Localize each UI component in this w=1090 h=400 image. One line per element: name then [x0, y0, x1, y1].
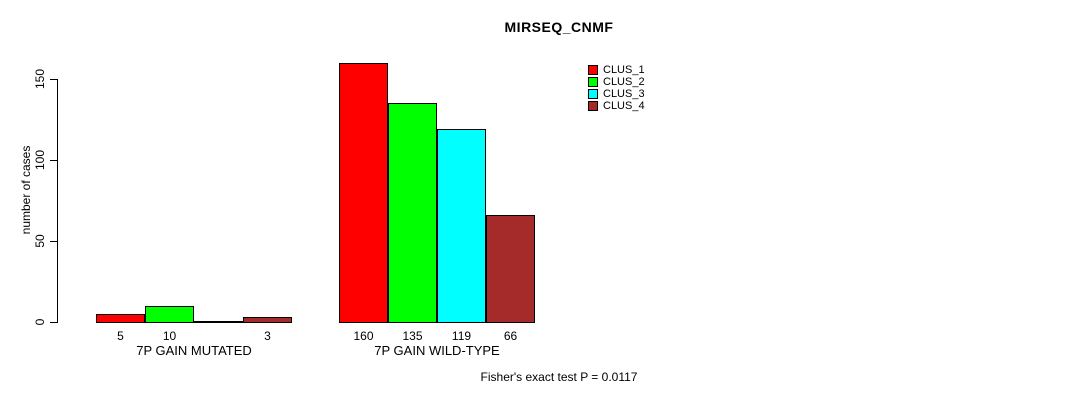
- category-label: 7P GAIN MUTATED: [136, 343, 252, 358]
- bar-clus_4-cat0: [243, 317, 292, 323]
- legend-item-clus_3: CLUS_3: [588, 88, 645, 100]
- bar-value-label: 5: [117, 329, 124, 343]
- bar-clus_3-cat1: [437, 129, 486, 323]
- bar-value-label: 135: [402, 329, 423, 343]
- bar-clus_1-cat1: [339, 63, 388, 323]
- y-axis-label: number of cases: [19, 145, 33, 235]
- legend: CLUS_1 CLUS_2 CLUS_3 CLUS_4: [588, 64, 645, 112]
- legend-swatch-icon: [588, 65, 598, 75]
- bar-value-label: 160: [353, 329, 374, 343]
- y-axis-tick: [50, 79, 57, 80]
- legend-swatch-icon: [588, 89, 598, 99]
- y-axis-line: [57, 79, 58, 323]
- bar-value-label: 10: [162, 329, 177, 343]
- bar-value-label: 3: [264, 329, 271, 343]
- bar-clus_2-cat1: [388, 103, 437, 323]
- bar-clus_1-cat0: [96, 314, 145, 323]
- bar-zero-clus_3-cat0: [194, 321, 243, 323]
- legend-label: CLUS_1: [603, 64, 645, 76]
- y-axis-tick-label: 0: [33, 318, 47, 326]
- chart-title: MIRSEQ_CNMF: [504, 19, 614, 35]
- bar-clus_4-cat1: [486, 215, 535, 323]
- legend-label: CLUS_3: [603, 88, 645, 100]
- legend-item-clus_4: CLUS_4: [588, 100, 645, 112]
- category-label: 7P GAIN WILD-TYPE: [374, 343, 500, 358]
- bar-value-label: 119: [451, 329, 472, 343]
- legend-label: CLUS_4: [603, 100, 645, 112]
- bar-value-label: 66: [503, 329, 518, 343]
- legend-swatch-icon: [588, 101, 598, 111]
- y-axis-tick-label: 100: [33, 149, 47, 171]
- legend-item-clus_2: CLUS_2: [588, 76, 645, 88]
- y-axis-tick: [50, 322, 57, 323]
- y-axis-tick: [50, 160, 57, 161]
- y-axis-tick-label: 150: [33, 68, 47, 90]
- legend-label: CLUS_2: [603, 76, 645, 88]
- annotation-text: Fisher's exact test P = 0.0117: [480, 370, 638, 384]
- legend-swatch-icon: [588, 77, 598, 87]
- y-axis-tick-label: 50: [33, 234, 47, 248]
- y-axis-tick: [50, 241, 57, 242]
- legend-item-clus_1: CLUS_1: [588, 64, 645, 76]
- bar-clus_2-cat0: [145, 306, 194, 323]
